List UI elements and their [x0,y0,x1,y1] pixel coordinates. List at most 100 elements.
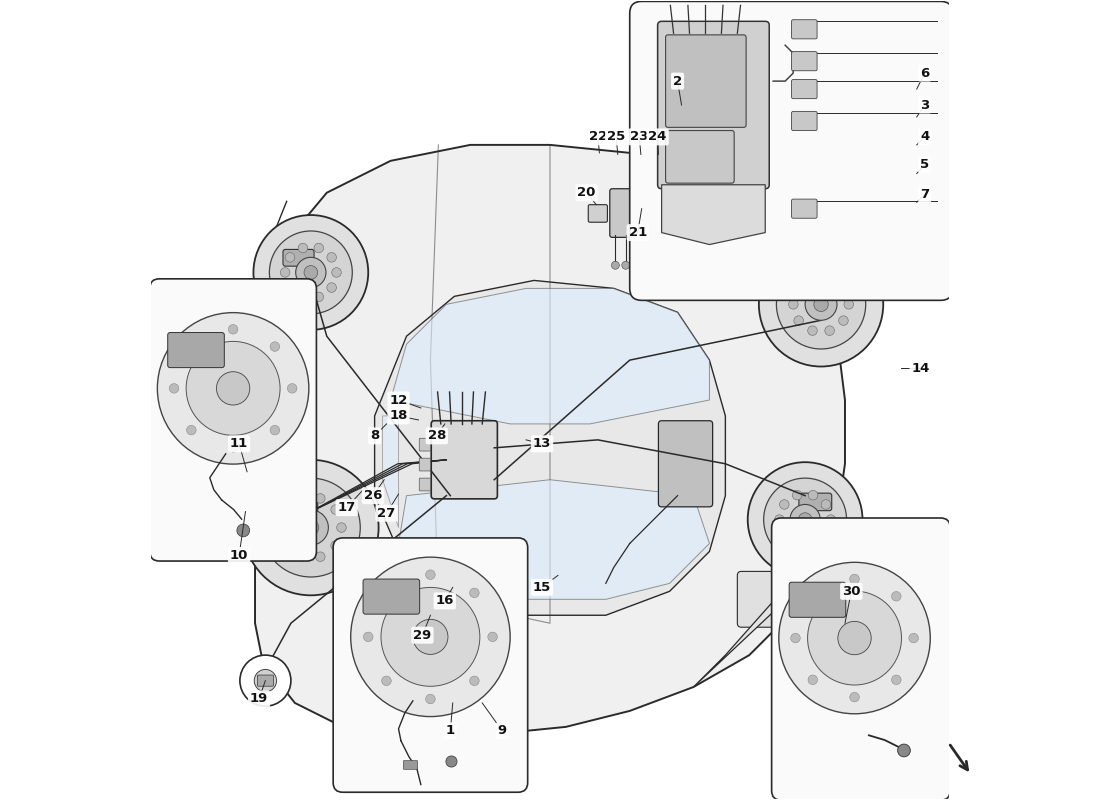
Circle shape [271,426,279,435]
Circle shape [780,530,789,539]
Circle shape [780,500,789,510]
Circle shape [186,342,280,435]
Circle shape [825,274,835,282]
Text: 19: 19 [250,693,268,706]
FancyBboxPatch shape [658,22,769,189]
Circle shape [240,655,290,706]
Text: 6: 6 [920,66,929,80]
Circle shape [844,299,854,309]
Polygon shape [383,416,398,527]
Circle shape [262,478,361,577]
Text: 7: 7 [920,188,929,201]
Circle shape [285,253,295,262]
Circle shape [187,426,196,435]
FancyBboxPatch shape [659,421,713,507]
Circle shape [790,505,821,534]
Circle shape [792,490,802,500]
Text: 1: 1 [446,724,455,738]
Text: 9: 9 [497,724,507,738]
Circle shape [271,342,279,351]
Text: 24: 24 [648,130,667,143]
FancyBboxPatch shape [431,421,497,499]
Text: 22: 22 [588,130,607,143]
Circle shape [243,460,378,595]
Circle shape [236,524,250,537]
Circle shape [814,297,828,311]
FancyBboxPatch shape [789,582,846,618]
Text: 10: 10 [230,549,249,562]
Circle shape [612,262,619,270]
Circle shape [808,675,817,685]
FancyBboxPatch shape [588,205,607,222]
Circle shape [298,292,308,302]
Circle shape [898,744,911,757]
Text: 11: 11 [230,438,249,450]
Circle shape [382,588,392,598]
Circle shape [363,632,373,642]
Circle shape [302,520,319,535]
FancyBboxPatch shape [817,278,852,297]
Text: 8: 8 [370,430,379,442]
FancyBboxPatch shape [333,538,528,792]
Circle shape [337,522,346,532]
Circle shape [287,383,297,393]
Circle shape [799,513,812,526]
Circle shape [296,258,326,287]
Polygon shape [661,185,766,245]
Circle shape [270,231,352,314]
FancyBboxPatch shape [792,20,817,39]
Circle shape [774,515,784,524]
Circle shape [487,632,497,642]
Circle shape [157,313,309,464]
Text: 5: 5 [920,158,929,171]
Circle shape [217,372,250,405]
Circle shape [807,326,817,335]
Circle shape [792,539,802,549]
FancyBboxPatch shape [629,2,953,300]
Circle shape [282,505,290,514]
Circle shape [332,268,341,278]
Text: 16: 16 [436,594,454,607]
Text: 12: 12 [389,394,408,406]
FancyBboxPatch shape [363,579,420,614]
FancyBboxPatch shape [792,111,817,130]
Circle shape [763,478,847,561]
Circle shape [229,442,238,452]
Circle shape [314,243,323,253]
Circle shape [808,591,817,601]
Text: 20: 20 [578,186,596,199]
Circle shape [825,326,835,335]
Circle shape [331,541,340,550]
Circle shape [316,552,326,562]
Circle shape [805,288,837,320]
Text: AUTODOC
a pass for parts since 2005: AUTODOC a pass for parts since 2005 [338,386,762,446]
Text: 2: 2 [673,74,682,88]
Circle shape [470,588,480,598]
Text: 29: 29 [414,629,431,642]
Circle shape [838,316,848,326]
FancyBboxPatch shape [737,571,825,627]
Circle shape [794,283,803,293]
Polygon shape [398,480,710,599]
Circle shape [621,262,629,270]
Circle shape [304,266,318,279]
FancyBboxPatch shape [799,493,832,510]
Circle shape [891,591,901,601]
Text: 27: 27 [377,506,396,520]
Circle shape [426,694,436,704]
FancyBboxPatch shape [771,518,950,800]
Circle shape [316,494,326,503]
Text: 4: 4 [920,130,929,143]
Text: 21: 21 [628,226,647,239]
Circle shape [280,268,290,278]
Circle shape [826,515,836,524]
Polygon shape [375,281,725,615]
Text: 14: 14 [912,362,930,374]
Text: 23: 23 [630,130,649,143]
Circle shape [794,316,803,326]
FancyBboxPatch shape [279,497,318,517]
Circle shape [285,282,295,292]
Circle shape [382,676,392,686]
Circle shape [821,500,830,510]
Circle shape [821,530,830,539]
